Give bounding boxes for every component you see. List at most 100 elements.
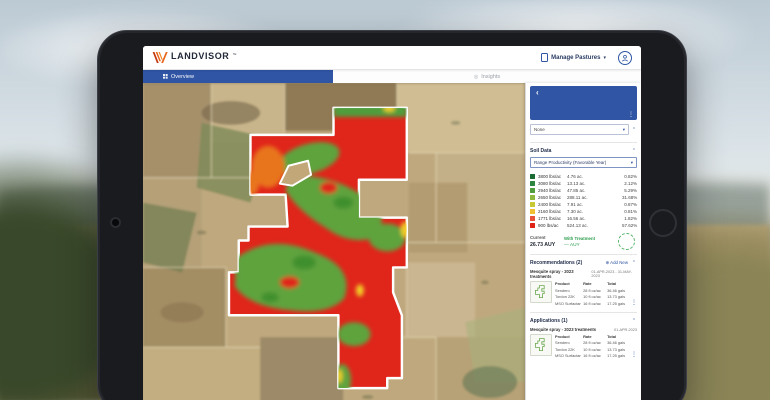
pasture-map-icon: [541, 53, 549, 62]
product-name: Sendero: [555, 287, 570, 293]
product-column-header: Product: [555, 281, 570, 286]
legend-row[interactable]: 1771 lbs/ac 16.56 ac. 1.82%: [530, 215, 637, 222]
legend-acres: 7.30 ac.: [567, 209, 584, 214]
legend-rate: 2940 lbs/ac: [538, 188, 562, 193]
legend-acres: 524.13 ac.: [567, 223, 589, 228]
user-icon: [621, 54, 629, 62]
productivity-legend: 3800 lbs/ac 4.76 ac. 0.82% 3080 lbs/ac 1…: [530, 173, 637, 229]
divider: [530, 254, 637, 255]
product-rate: 16 fl oz/ac: [583, 353, 601, 358]
product-column-header: Total: [607, 333, 617, 339]
product-name: Tordon 22K: [555, 294, 575, 299]
product-column-header: Total: [607, 281, 617, 286]
tab-overview[interactable]: Overview: [143, 70, 333, 83]
legend-percent: 0.81%: [624, 209, 637, 214]
legend-percent: 0.87%: [624, 202, 637, 207]
product-total: 36.46 gals: [607, 287, 626, 293]
legend-row[interactable]: 2650 lbs/ac 288.11 ac. 31.68%: [530, 194, 637, 201]
legend-row[interactable]: 2940 lbs/ac 47.85 ac. 5.29%: [530, 187, 637, 194]
legend-percent: 31.68%: [622, 195, 638, 200]
product-total: 17.25 gals: [607, 300, 626, 306]
product-column-header: Rate: [583, 281, 592, 286]
recommendation-card-title: Mesquite spray - 2023 treatments: [530, 269, 574, 279]
landvisor-logo: LANDVISOR ™: [152, 51, 236, 64]
soil-layer-dropdown[interactable]: Range Productivity (Favorable Year) ▾: [530, 157, 637, 168]
legend-row[interactable]: 900 lbs/ac 524.13 ac. 57.62%: [530, 222, 637, 229]
legend-row[interactable]: 3080 lbs/ac 13.13 ac. 2.12%: [530, 180, 637, 187]
legend-acres: 7.91 ac.: [567, 202, 584, 207]
collapse-chevron-icon[interactable]: ⌃: [631, 126, 637, 133]
treatment-auy-delta: — AUY: [564, 242, 580, 248]
product-rate: 10 fl oz/ac: [583, 294, 601, 299]
satellite-imagery: [143, 83, 525, 400]
chevron-down-icon: ▾: [603, 54, 606, 61]
soil-data-title: Soil Data: [530, 148, 552, 154]
overview-grid-icon: [163, 74, 168, 79]
product-name: MSO Surfactant: [555, 353, 582, 358]
product-name: MSO Surfactant: [555, 300, 582, 306]
filter-dropdown-value: None: [534, 127, 545, 132]
field-outline-thumbnail: [530, 281, 552, 303]
legend-percent: 5.29%: [624, 188, 637, 193]
dropdown-chevron-icon: ▾: [630, 159, 633, 165]
divider: [530, 142, 637, 143]
tablet-home-button[interactable]: [649, 209, 677, 237]
product-total: 13.73 gals: [607, 294, 626, 299]
legend-rate: 2160 lbs/ac: [538, 209, 562, 214]
card-kebab-icon[interactable]: ⋮: [631, 352, 637, 358]
legend-color-swatch: [530, 209, 535, 214]
product-rate: 10 fl oz/ac: [583, 346, 601, 352]
panel-kebab-icon[interactable]: ⋮: [628, 112, 634, 118]
product-name: Tordon 22K: [555, 346, 575, 352]
filter-dropdown[interactable]: None ▾: [530, 124, 629, 135]
recommendation-card[interactable]: Mesquite spray - 2023 treatments 01-APR-…: [530, 269, 637, 306]
recommendations-collapse-icon[interactable]: ⌃: [631, 260, 637, 266]
recommendations-title: Recommendations (2): [530, 260, 583, 266]
current-auy-value: 26.73 AUY: [530, 242, 556, 248]
account-button[interactable]: [618, 50, 632, 65]
legend-color-swatch: [530, 181, 535, 186]
legend-color-swatch: [530, 188, 535, 193]
soil-data-collapse-icon[interactable]: ⌃: [631, 148, 637, 154]
legend-rate: 3080 lbs/ac: [538, 181, 562, 186]
manage-pastures-label: Manage Pastures: [551, 54, 601, 61]
tab-insights-label: Insights: [481, 73, 501, 80]
manage-pastures-button[interactable]: Manage Pastures ▾: [541, 53, 606, 62]
tab-insights[interactable]: ◎ Insights: [333, 70, 641, 83]
soil-layer-dropdown-value: Range Productivity (Favorable Year): [534, 160, 607, 165]
logo-text: LANDVISOR: [171, 51, 230, 61]
legend-rate: 2400 lbs/ac: [538, 202, 562, 207]
tab-overview-label: Overview: [171, 73, 194, 80]
farmland-parcels: [143, 83, 525, 400]
application-products-table: Product Rate Total Sendero 28 fl oz/ac 36.46 …: [555, 334, 628, 359]
legend-row[interactable]: 3800 lbs/ac 4.76 ac. 0.82%: [530, 173, 637, 180]
back-chevron-icon[interactable]: ‹: [536, 88, 539, 97]
legend-color-swatch: [530, 202, 535, 207]
field-productivity-zones: [227, 106, 409, 390]
legend-acres: 4.76 ac.: [567, 174, 584, 179]
app-screen: LANDVISOR ™ Manage Pastures ▾: [143, 46, 641, 400]
satellite-map[interactable]: [143, 83, 525, 400]
legend-color-swatch: [530, 195, 535, 200]
applications-collapse-icon[interactable]: ⌃: [631, 317, 637, 324]
insights-icon: ◎: [473, 73, 479, 80]
legend-color-swatch: [530, 174, 535, 179]
product-rate: 16 fl oz/ac: [583, 300, 601, 306]
application-card[interactable]: Mesquite spray - 2023 treatments 01-APR-…: [530, 326, 637, 359]
legend-row[interactable]: 2160 lbs/ac 7.30 ac. 0.81%: [530, 208, 637, 215]
legend-acres: 288.11 ac.: [567, 195, 588, 200]
logo-trademark: ™: [232, 52, 237, 57]
product-total: 13.73 gals: [607, 346, 626, 352]
application-card-title: Mesquite spray - 2023 treatments: [530, 326, 597, 332]
recommendation-products-table: Product Rate Total Sendero 28 fl oz/ac 36.46 …: [555, 281, 628, 306]
legend-rate: 1771 lbs/ac: [538, 216, 562, 221]
v-logo-icon: [152, 51, 168, 64]
field-outline-thumbnail: [530, 333, 552, 356]
legend-row[interactable]: 2400 lbs/ac 7.91 ac. 0.87%: [530, 201, 637, 208]
product-rate: 28 fl oz/ac: [583, 340, 601, 345]
add-new-button[interactable]: ⊕ Add New: [605, 260, 628, 265]
product-name: Sendero: [555, 340, 570, 345]
card-kebab-icon[interactable]: ⋮: [631, 299, 637, 306]
product-column-header: Rate: [583, 333, 592, 339]
